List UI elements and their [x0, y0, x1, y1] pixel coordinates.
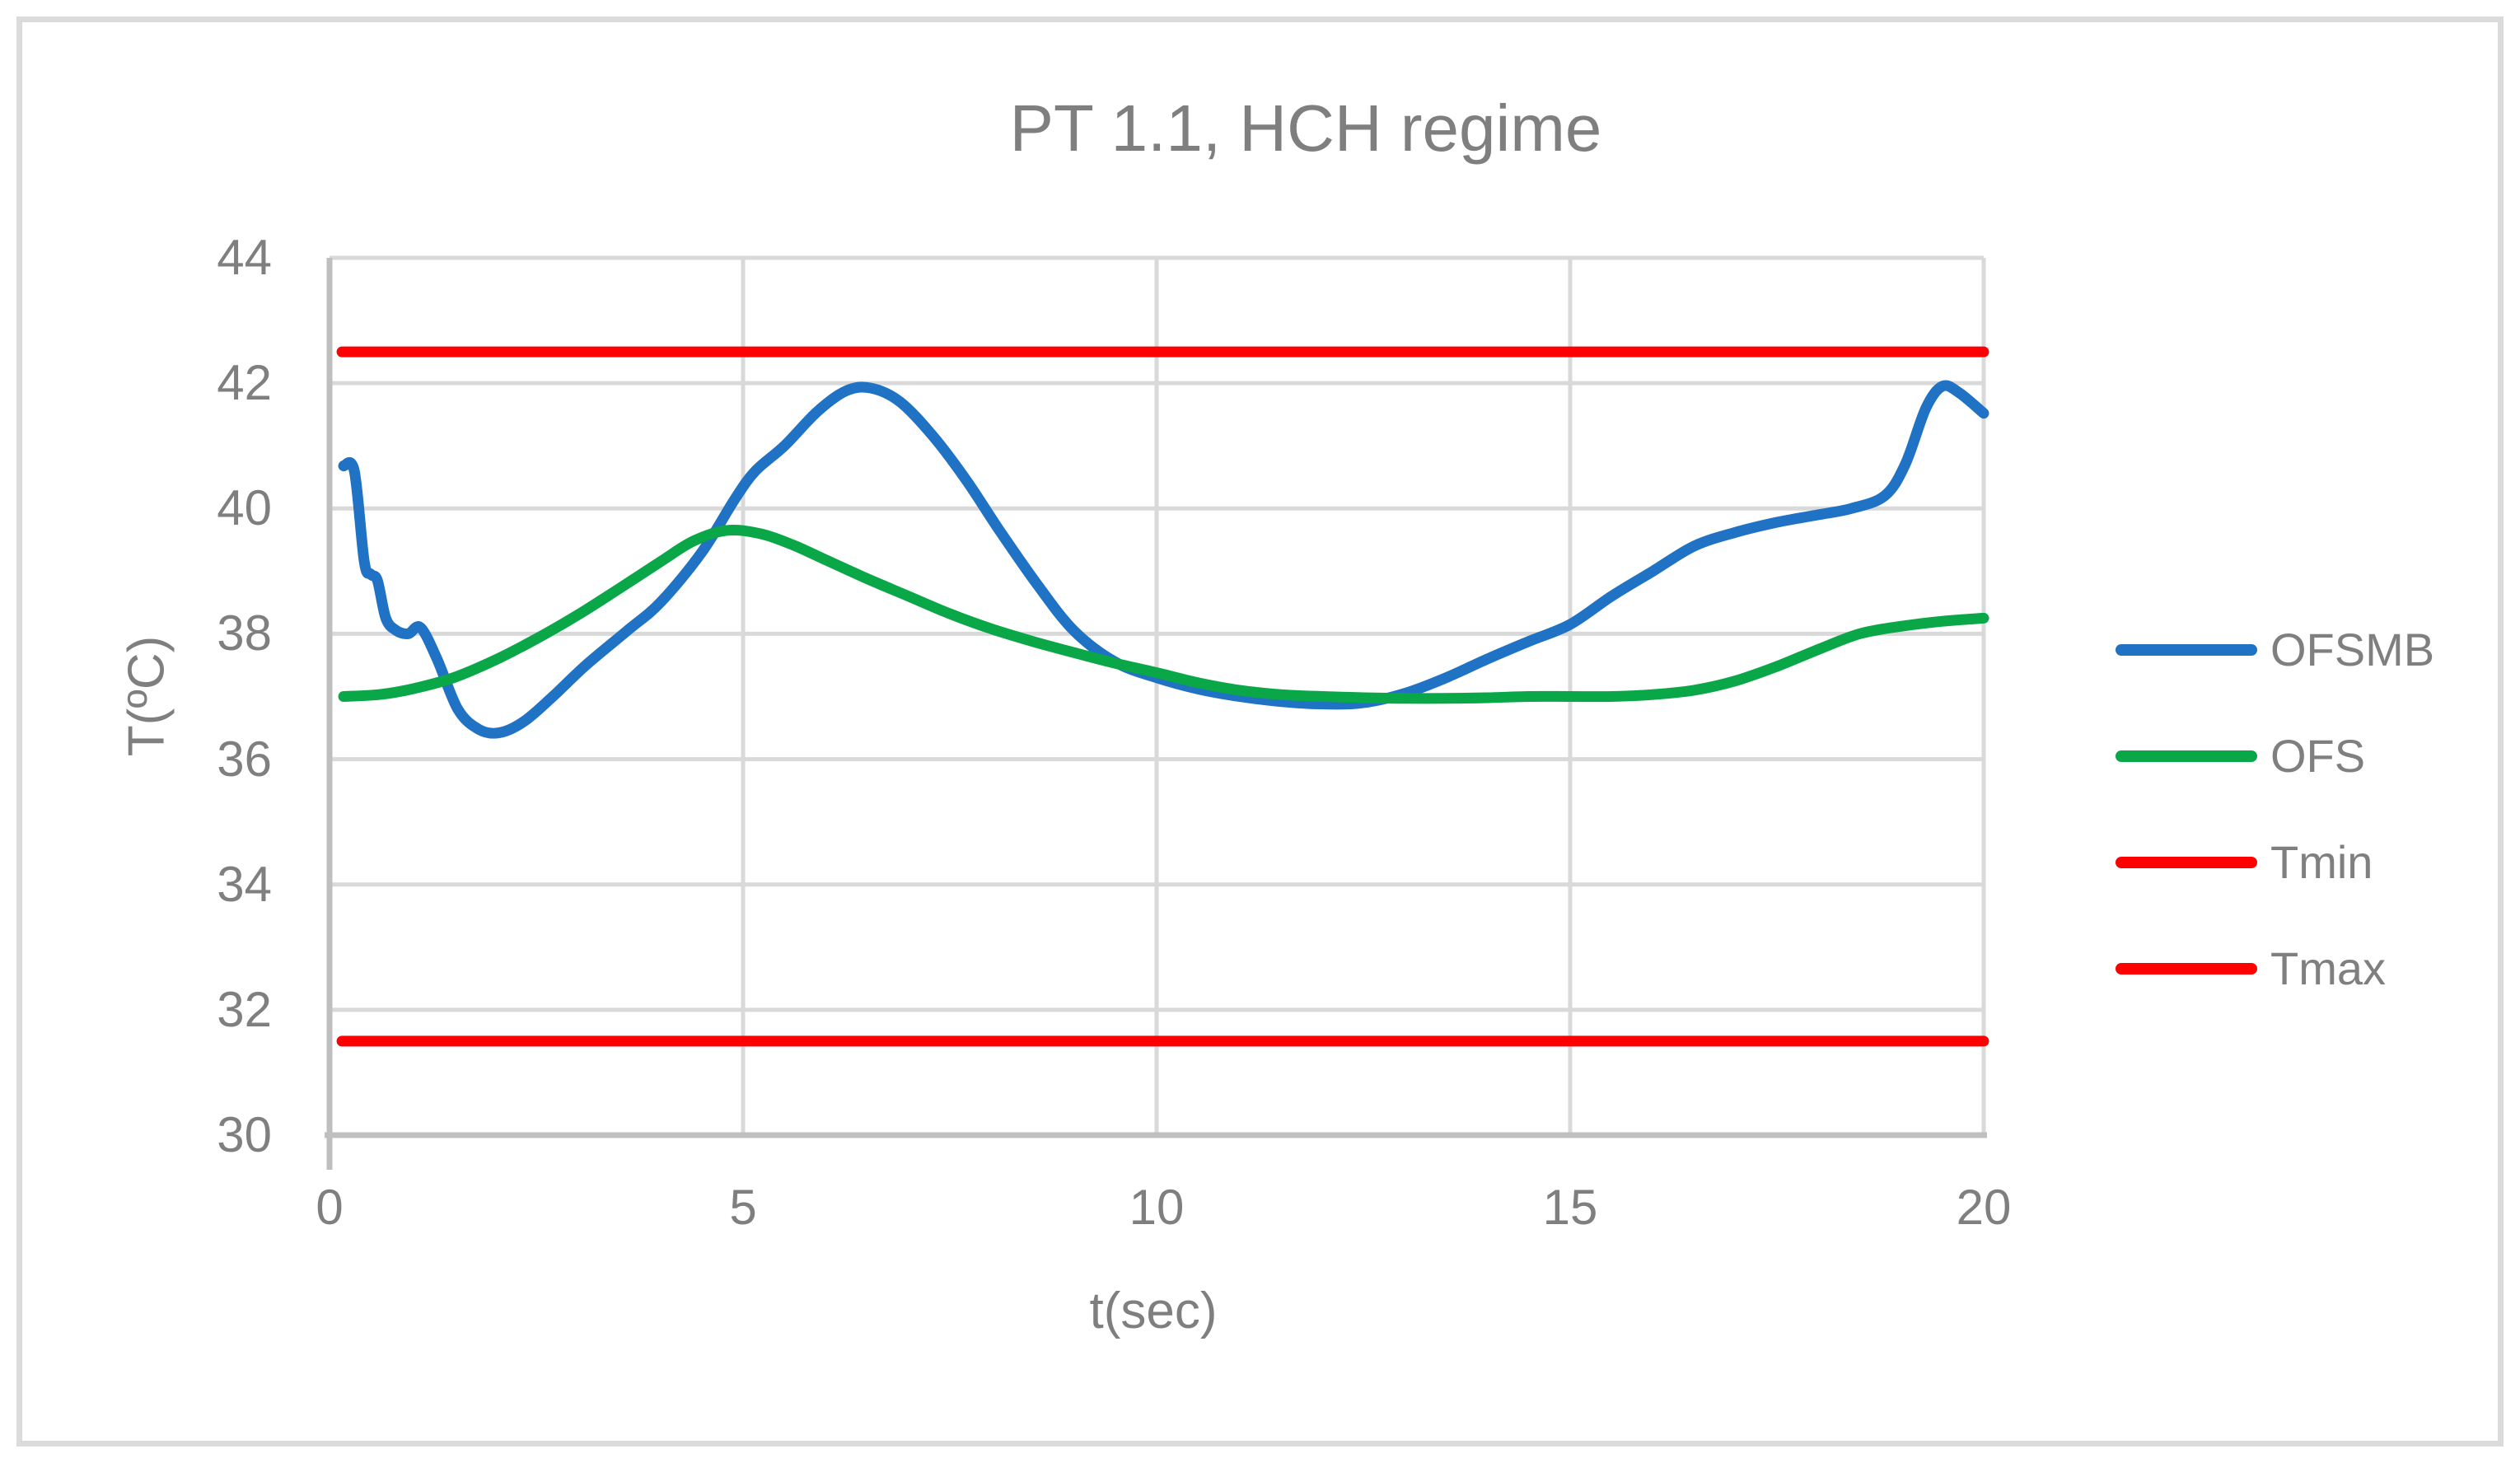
y-axis-tick-label: 44: [217, 230, 272, 285]
legend-label-ofsmb: OFSMB: [2270, 624, 2435, 675]
legend-line-swatch-ofs: [2116, 750, 2257, 762]
x-axis-title: t(sec): [1089, 1283, 1218, 1339]
chart-title: PT 1.1, HCH regime: [1009, 91, 1602, 165]
legend-line-swatch-ofsmb: [2116, 643, 2257, 656]
legend-label-tmin: Tmin: [2270, 836, 2373, 888]
series-line-ofsmb: [338, 380, 1989, 739]
y-axis-tick-label: 30: [217, 1107, 272, 1162]
legend-item-tmax: Tmax: [2116, 915, 2434, 1021]
y-axis-tick-label: 38: [217, 605, 272, 661]
legend-label-ofs: OFS: [2270, 730, 2366, 782]
y-axis-tick-label: 40: [217, 480, 272, 536]
legend-item-tmin: Tmin: [2116, 809, 2434, 915]
chart-border-frame: [16, 16, 2504, 1447]
legend-label-tmax: Tmax: [2270, 942, 2386, 994]
y-axis-tick-label: 42: [217, 355, 272, 411]
y-axis-tick-label: 32: [217, 981, 272, 1037]
series-line-ofs: [338, 524, 1989, 704]
x-axis-tick-label: 15: [1542, 1180, 1598, 1235]
legend-item-ofs: OFS: [2116, 703, 2434, 809]
legend-line-swatch-tmin: [2116, 856, 2257, 868]
y-axis-tick-label: 36: [217, 731, 272, 787]
legend: OFSMB OFS Tmin Tmax: [2116, 596, 2434, 1021]
legend-item-ofsmb: OFSMB: [2116, 596, 2434, 703]
x-axis-tick-label: 20: [1956, 1180, 2012, 1235]
x-axis-tick-label: 10: [1129, 1180, 1185, 1235]
x-axis-tick-label: 5: [729, 1180, 757, 1235]
legend-line-swatch-tmax: [2116, 962, 2257, 975]
x-axis-tick-label: 0: [316, 1180, 344, 1235]
y-axis-tick-label: 34: [217, 856, 272, 912]
